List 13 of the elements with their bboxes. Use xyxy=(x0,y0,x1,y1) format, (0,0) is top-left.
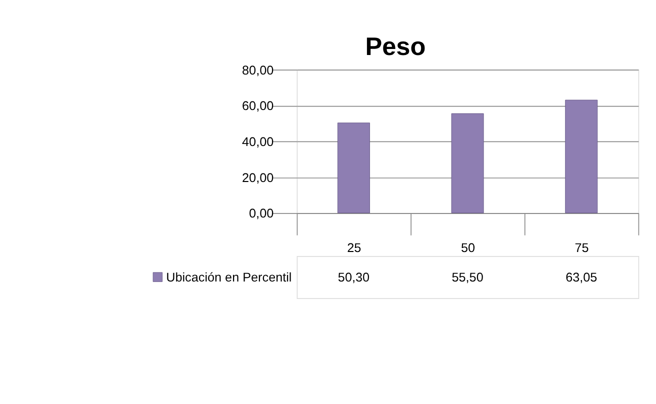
data-label: 55,50 xyxy=(452,270,484,284)
y-tick-label: 0,00 xyxy=(249,206,274,221)
chart-title: Peso xyxy=(365,32,426,61)
data-label: 63,05 xyxy=(566,270,598,284)
y-tick-label: 20,00 xyxy=(242,170,274,185)
x-tick-label: 50 xyxy=(460,241,475,256)
y-tick-label: 40,00 xyxy=(242,134,274,149)
y-tick-label: 60,00 xyxy=(242,99,274,114)
data-label: 50,30 xyxy=(338,270,370,284)
x-tick-label: 25 xyxy=(347,241,362,256)
y-tick-label: 80,00 xyxy=(242,63,274,78)
x-tick-label: 75 xyxy=(574,241,589,256)
legend-label: Ubicación en Percentil xyxy=(166,270,292,284)
